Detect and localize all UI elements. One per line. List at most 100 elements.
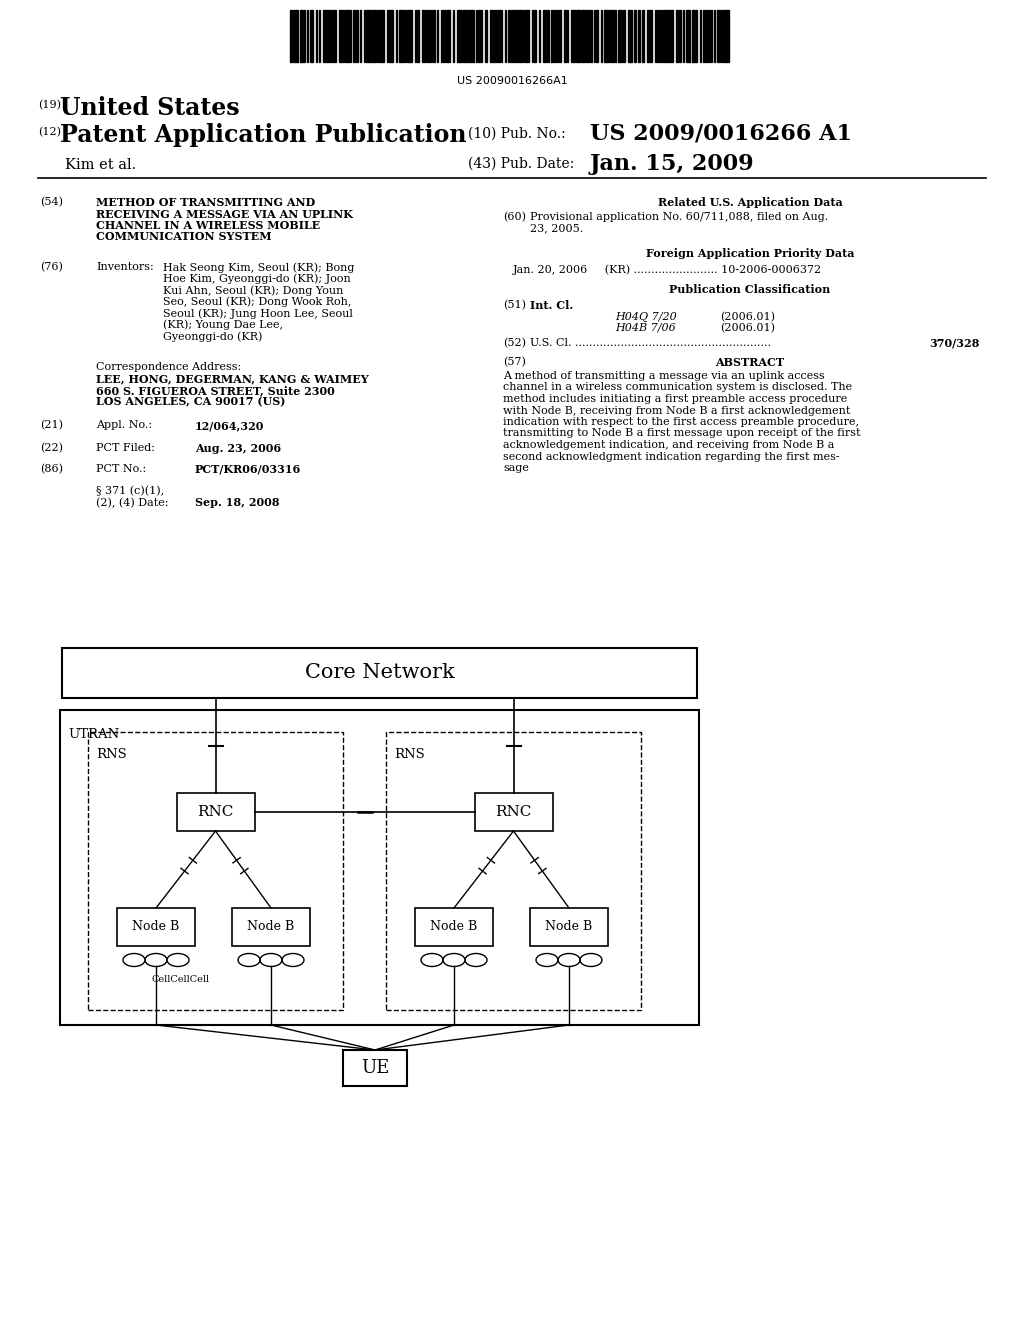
Text: Node B: Node B <box>430 920 477 933</box>
Text: U.S. Cl. ........................................................: U.S. Cl. ...............................… <box>530 338 771 348</box>
Text: LOS ANGELES, CA 90017 (US): LOS ANGELES, CA 90017 (US) <box>96 396 286 408</box>
Text: RECEIVING A MESSAGE VIA AN UPLINK: RECEIVING A MESSAGE VIA AN UPLINK <box>96 209 353 219</box>
Bar <box>441 11 443 62</box>
Bar <box>463 11 468 62</box>
Bar <box>686 11 690 62</box>
Text: (KR); Young Dae Lee,: (KR); Young Dae Lee, <box>163 319 283 330</box>
Bar <box>703 11 705 62</box>
Bar <box>650 11 652 62</box>
Bar <box>575 11 580 62</box>
Bar <box>446 11 450 62</box>
Text: Related U.S. Application Data: Related U.S. Application Data <box>657 197 843 209</box>
Bar <box>88 733 343 1010</box>
Bar <box>422 11 425 62</box>
Bar <box>377 11 379 62</box>
Text: § 371 (c)(1),: § 371 (c)(1), <box>96 486 164 496</box>
Bar <box>590 11 592 62</box>
Bar <box>407 11 412 62</box>
Bar <box>581 11 585 62</box>
Text: UTRAN: UTRAN <box>68 729 119 741</box>
Bar <box>530 908 608 946</box>
Text: CellCellCell: CellCellCell <box>151 975 209 983</box>
Text: PCT/KR06/03316: PCT/KR06/03316 <box>195 465 301 475</box>
Text: 660 S. FIGUEROA STREET, Suite 2300: 660 S. FIGUEROA STREET, Suite 2300 <box>96 385 335 396</box>
Bar <box>519 11 522 62</box>
Text: method includes initiating a first preamble access procedure: method includes initiating a first pream… <box>503 393 847 404</box>
Bar <box>457 11 462 62</box>
Text: METHOD OF TRANSMITTING AND: METHOD OF TRANSMITTING AND <box>96 197 315 209</box>
Text: RNS: RNS <box>96 748 127 762</box>
Bar <box>478 11 480 62</box>
Text: (76): (76) <box>40 261 62 272</box>
Bar <box>706 11 708 62</box>
Bar <box>333 11 336 62</box>
Bar <box>300 11 305 62</box>
Text: H04Q 7/20: H04Q 7/20 <box>615 312 677 322</box>
Bar <box>724 11 729 62</box>
Bar <box>551 11 553 62</box>
Text: (22): (22) <box>40 444 63 453</box>
Text: (21): (21) <box>40 420 63 430</box>
Text: CHANNEL IN A WIRELESS MOBILE: CHANNEL IN A WIRELESS MOBILE <box>96 220 321 231</box>
Text: Node B: Node B <box>132 920 179 933</box>
Text: Correspondence Address:: Correspondence Address: <box>96 362 242 372</box>
Bar <box>497 11 500 62</box>
Text: Provisional application No. 60/711,088, filed on Aug.: Provisional application No. 60/711,088, … <box>530 213 828 222</box>
Text: US 2009/0016266 A1: US 2009/0016266 A1 <box>590 123 852 145</box>
Bar <box>638 11 640 62</box>
Text: Core Network: Core Network <box>304 664 455 682</box>
Text: Hak Seong Kim, Seoul (KR); Bong: Hak Seong Kim, Seoul (KR); Bong <box>163 261 354 272</box>
Bar <box>371 11 376 62</box>
Text: Kim et al.: Kim et al. <box>65 158 136 172</box>
Text: Sep. 18, 2008: Sep. 18, 2008 <box>195 498 280 508</box>
Text: 370/328: 370/328 <box>930 338 980 348</box>
Text: transmitting to Node B a first message upon receipt of the first: transmitting to Node B a first message u… <box>503 429 860 438</box>
Bar <box>176 793 255 832</box>
Text: Patent Application Publication: Patent Application Publication <box>60 123 467 147</box>
Text: Aug. 23, 2006: Aug. 23, 2006 <box>195 444 282 454</box>
Text: with Node B, receiving from Node B a first acknowledgement: with Node B, receiving from Node B a fir… <box>503 405 850 416</box>
Bar <box>326 11 329 62</box>
Bar <box>657 11 659 62</box>
Bar <box>525 11 529 62</box>
Bar <box>380 11 384 62</box>
Text: Hoe Kim, Gyeonggi-do (KR); Joon: Hoe Kim, Gyeonggi-do (KR); Joon <box>163 273 351 284</box>
Bar <box>485 11 487 62</box>
Text: (2006.01): (2006.01) <box>720 312 775 322</box>
Bar <box>433 11 435 62</box>
Bar <box>293 11 298 62</box>
Bar <box>512 11 514 62</box>
Bar <box>642 11 644 62</box>
Bar <box>554 11 556 62</box>
Text: Publication Classification: Publication Classification <box>670 284 830 294</box>
Bar <box>415 908 493 946</box>
Text: (43) Pub. Date:: (43) Pub. Date: <box>468 157 574 172</box>
Bar <box>366 11 370 62</box>
Text: RNC: RNC <box>198 805 233 818</box>
Text: Jan. 15, 2009: Jan. 15, 2009 <box>590 153 755 176</box>
Bar <box>664 11 667 62</box>
Text: (52): (52) <box>503 338 526 348</box>
Bar <box>586 11 589 62</box>
Bar <box>668 11 673 62</box>
Text: Seoul (KR); Jung Hoon Lee, Seoul: Seoul (KR); Jung Hoon Lee, Seoul <box>163 308 353 318</box>
Text: Foreign Application Priority Data: Foreign Application Priority Data <box>646 248 854 259</box>
Text: LEE, HONG, DEGERMAN, KANG & WAIMEY: LEE, HONG, DEGERMAN, KANG & WAIMEY <box>96 374 369 384</box>
Bar <box>717 11 719 62</box>
Text: PCT No.:: PCT No.: <box>96 465 146 474</box>
Bar <box>469 11 474 62</box>
Bar <box>679 11 681 62</box>
Bar <box>356 11 358 62</box>
Text: PCT Filed:: PCT Filed: <box>96 444 155 453</box>
Bar <box>634 11 636 62</box>
Bar <box>628 11 632 62</box>
Text: US 20090016266A1: US 20090016266A1 <box>457 77 567 86</box>
Bar <box>564 11 566 62</box>
Bar <box>676 11 678 62</box>
Text: (2006.01): (2006.01) <box>720 323 775 334</box>
Bar <box>60 710 699 1026</box>
Text: H04B 7/06: H04B 7/06 <box>615 323 676 333</box>
Bar <box>534 11 536 62</box>
Text: (54): (54) <box>40 197 63 207</box>
Text: (86): (86) <box>40 465 63 474</box>
